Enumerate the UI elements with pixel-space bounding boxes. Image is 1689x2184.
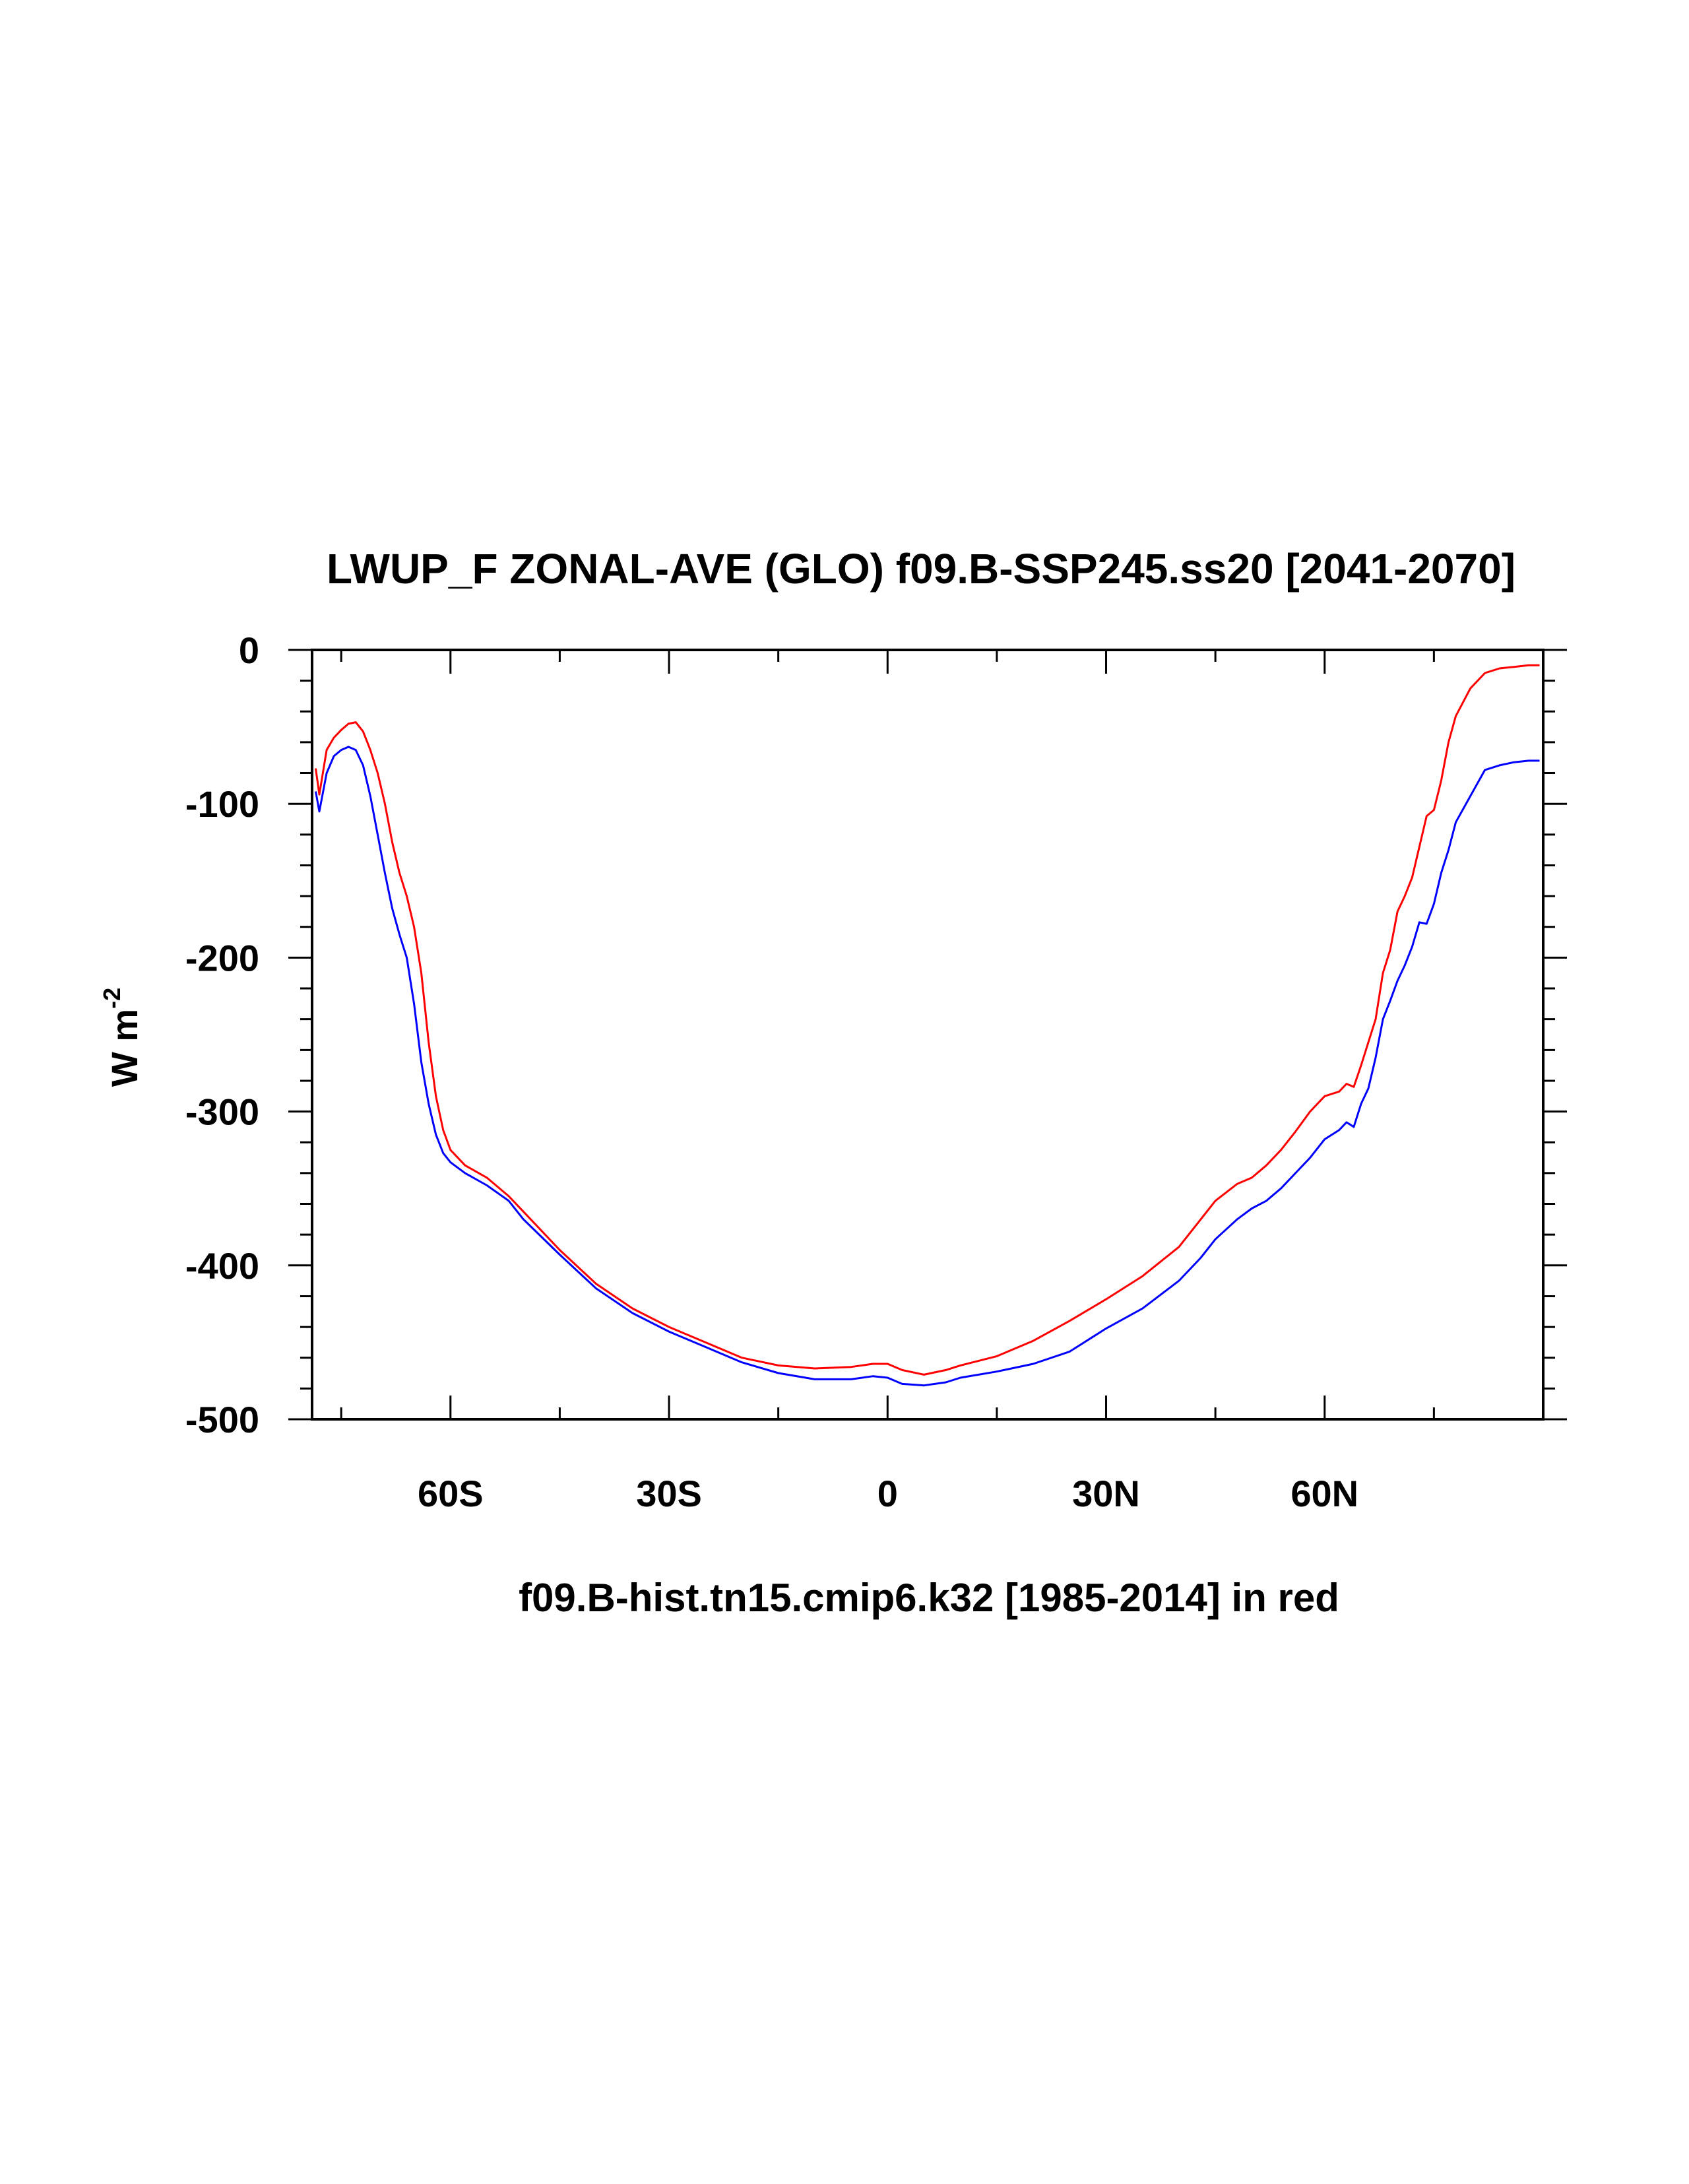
chart-title: LWUP_F ZONAL-AVE (GLO) f09.B-SSP245.ss20… — [327, 545, 1515, 593]
axis-ticks — [288, 649, 1567, 1421]
y-axis-label-superscript: -2 — [98, 988, 125, 1009]
y-tick-label: -300 — [185, 1091, 259, 1133]
x-tick-label: 60N — [1291, 1473, 1358, 1514]
x-tick-label: 30S — [636, 1473, 702, 1514]
x-tick-label: 30N — [1072, 1473, 1140, 1514]
plot-lines — [315, 664, 1540, 1387]
y-tick-label: -100 — [185, 783, 259, 825]
svg-text:W m-2: W m-2 — [98, 988, 145, 1087]
x-axis-title: f09.B-hist.tn15.cmip6.k32 [1985-2014] in… — [519, 1576, 1339, 1620]
x-axis-label: f09.B-hist.tn15.cmip6.k32 [1985-2014] in… — [519, 1576, 1339, 1620]
plot-frame — [311, 649, 1545, 1421]
y-tick-label: -500 — [185, 1399, 259, 1440]
y-tick-label: 0 — [239, 629, 259, 671]
series-line-2 — [315, 746, 1540, 1387]
series-line-1 — [315, 664, 1540, 1376]
y-axis-title: W m-2 — [98, 988, 145, 1087]
x-tick-label: 60S — [418, 1473, 484, 1514]
tick-labels: 0 -100 -200 -300 -400 -500 60S 30S 0 30N 60N — [185, 629, 1358, 1514]
y-tick-label: -200 — [185, 937, 259, 979]
y-axis-label: W m — [104, 1009, 145, 1087]
x-tick-label: 0 — [877, 1473, 898, 1514]
y-tick-label: -400 — [185, 1245, 259, 1287]
